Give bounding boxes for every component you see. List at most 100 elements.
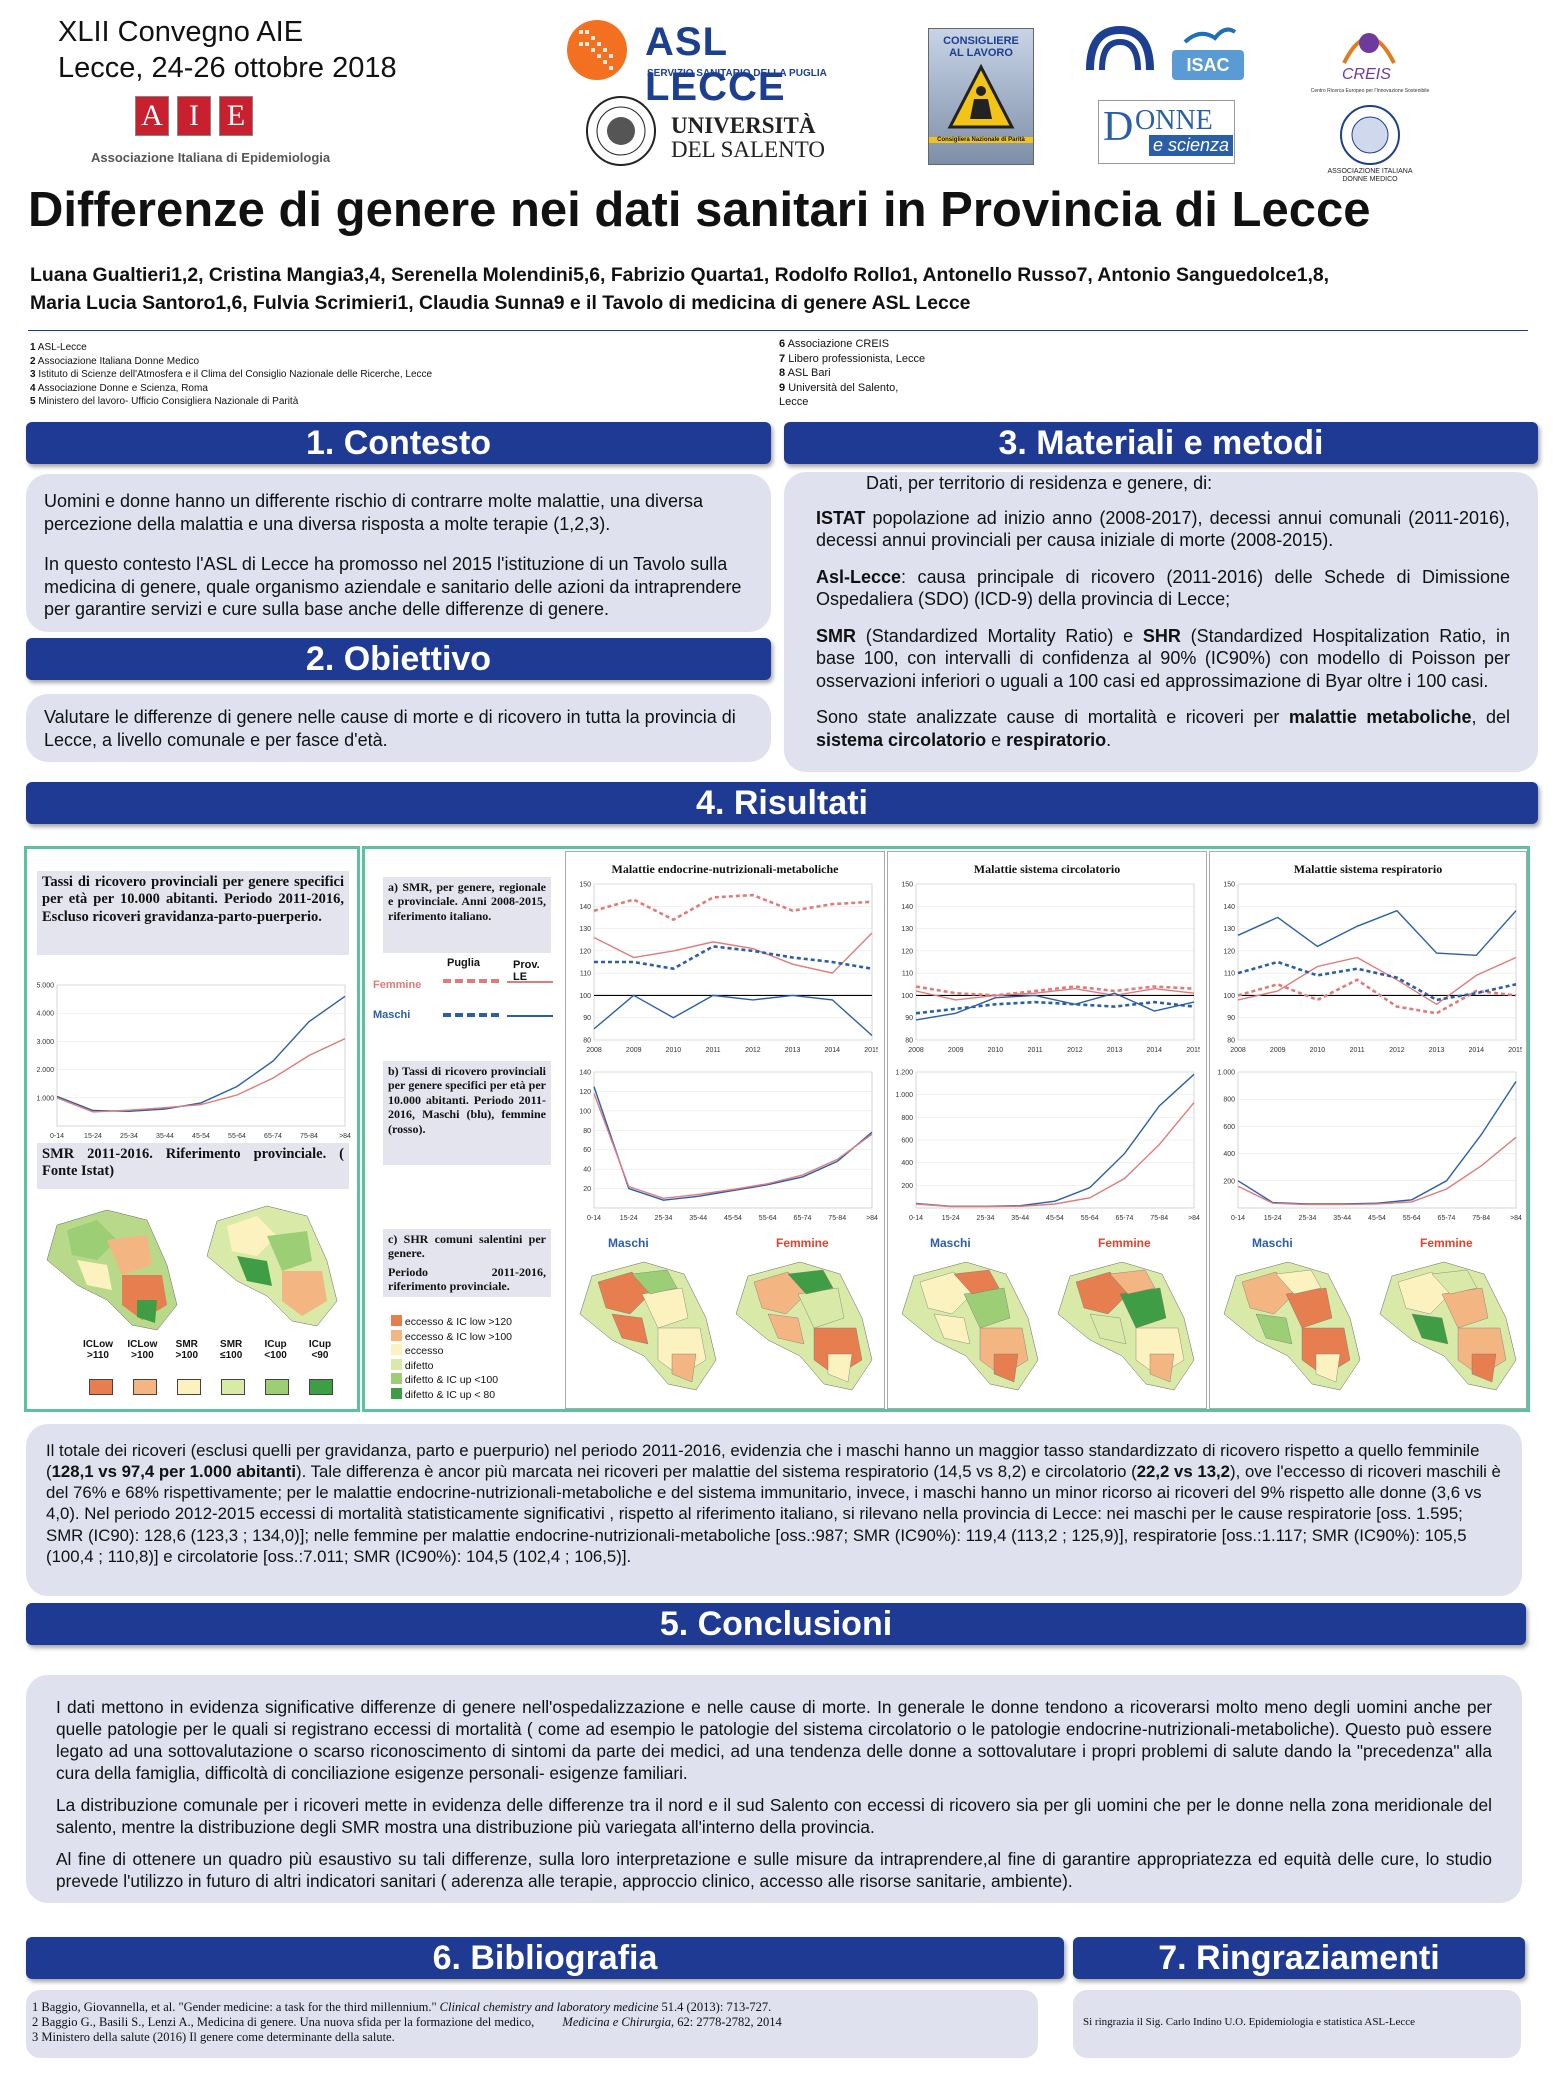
x-tick-label: 25-34 [977,1215,995,1222]
column-circolatorio: Malattie sistema circolatorio 80 90 100 110… [887,851,1207,1409]
authors-line2: Maria Lucia Santoro1,6, Fulvia Scrimieri… [30,292,971,314]
x-tick-label: 2012 [745,1047,761,1054]
asl-name: ASL LECCE [645,20,786,109]
affiliations-right: 6 Associazione CREIS 7 Libero profession… [779,337,925,410]
affiliation: 5 Ministero del lavoro- Ufficio Consigli… [30,396,299,407]
materiali-istat: ISTAT popolazione ad inizio anno (2008-2… [816,507,1510,551]
conclusioni-p3: Al fine di ottenere un quadro più esaust… [56,1848,1492,1891]
materiali-cause: Sono state analizzate cause di mortalità… [816,707,1510,750]
aie-letter-i: I [177,96,211,136]
x-tick-label: 35-44 [1011,1215,1029,1222]
municipality-area [953,1269,1000,1295]
series-line-2 [1237,960,1517,1002]
warning-sign-icon [947,63,1015,129]
series-line-3 [1237,909,1517,957]
section-contesto-header: 1. Contesto [26,422,771,464]
municipality-area [767,1313,805,1345]
municipality-area [1471,1353,1497,1383]
ringraziamenti-panel: Si ringrazia il Sig. Carlo Indino U.O. E… [1073,1990,1521,2058]
legend-label: SMR >100 [175,1339,199,1361]
caption-c1: c) SHR comuni salentini per genere. [388,1232,546,1261]
x-tick-label: 0-14 [587,1215,601,1222]
risultati-right-frame: a) SMR, per genere, regionale e provinci… [362,846,1530,1412]
x-tick-label: 2010 [1310,1047,1326,1054]
y-tick-label: 400 [901,1160,913,1167]
legend-line [507,981,553,983]
x-tick-label: 2011 [1028,1047,1043,1054]
shr-legend-item: difetto & IC up < 80 [391,1387,512,1403]
municipality-area [1089,1313,1127,1345]
shr-legend-item: difetto [391,1358,512,1374]
x-tick-label: 55-64 [228,1133,246,1140]
asl-sub: SERVIZIO SANITARIO DELLA PUGLIA [647,68,827,79]
municipality-area [753,1271,807,1315]
map-label-femmine: Femmine [1420,1236,1473,1250]
municipality-area [1431,1269,1478,1295]
y-tick-label: 4.000 [36,1011,54,1018]
authors-line1: Luana Gualtieri1,2, Cristina Mangia3,4, … [30,264,1330,286]
x-tick-label: >84 [339,1133,351,1140]
section-ringraziamenti-header: 7. Ringraziamenti [1073,1937,1525,1979]
obiettivo-panel: Valutare le differenze di genere nelle c… [26,694,771,762]
municipality-area [787,1269,834,1295]
consigliere-line1: CONSIGLIERE [943,35,1019,47]
caption-a: a) SMR, per genere, regionale e provinci… [383,877,551,953]
aie-logo: A I E Associazione Italiana di Epidemiol… [91,96,330,176]
aie-name: Associazione Italiana di Epidemiologia [91,150,331,165]
y-tick-label: 1.000 [1217,1070,1235,1077]
affiliations-left: 1 ASL-Lecce 2 Associazione Italiana Donn… [30,341,432,409]
chart-title-respiratorio: Malattie sistema respiratorio [1293,862,1443,876]
materiali-asl: Asl-Lecce: causa principale di ricovero … [816,566,1510,610]
creis-logo: CREIS Centro Ricerca Europeo per l'Innov… [1300,18,1440,102]
smr-chart-circolatorio: 80 90 100 110 120 130 140 150 2008 2009 2010 2011 20… [901,882,1200,1055]
shr-legend-item: difetto & IC up <100 [391,1373,512,1388]
legend-line [507,1015,553,1017]
y-tick-label: 200 [901,1183,913,1190]
creis-mark-icon [1342,33,1396,64]
y-tick-label: 60 [583,1147,591,1154]
shr-legend-item: eccesso [391,1344,512,1359]
section-obiettivo-header: 2. Obiettivo [26,638,771,680]
municipality-area [1255,1313,1293,1345]
conclusioni-p2: La distribuzione comunale per i ricoveri… [56,1794,1492,1837]
municipality-area [1397,1271,1451,1315]
affiliation: 6 Associazione CREIS [779,338,890,350]
shr-map-maschi [579,1261,717,1391]
y-tick-label: 150 [579,882,591,889]
x-tick-label: 2012 [1067,1047,1083,1054]
aie-letter-e: E [219,96,253,136]
x-tick-label: 2015 [1508,1047,1522,1054]
map-label-femmine: Femmine [776,1236,829,1250]
y-tick-label: 1.000 [36,1095,54,1102]
x-tick-label: 25-34 [1299,1215,1317,1222]
x-tick-label: 2011 [1350,1047,1365,1054]
x-tick-label: 2008 [1230,1047,1246,1054]
x-tick-label: 15-24 [84,1133,102,1140]
x-tick-label: 2011 [706,1047,721,1054]
creis-text: CREIS [1342,66,1391,83]
x-tick-label: >84 [866,1215,878,1222]
y-tick-label: 140 [579,904,591,911]
y-tick-label: 100 [1223,993,1235,1000]
x-tick-label: 45-54 [1368,1215,1386,1222]
isac-badge: ISAC [1172,50,1244,80]
series-line-2 [594,945,873,971]
x-tick-label: 2008 [586,1047,602,1054]
ringraziamenti-text: Si ringrazia il Sig. Carlo Indino U.O. E… [1083,2016,1416,2028]
affiliation: 2 Associazione Italiana Donne Medico [30,355,200,367]
x-tick-label: 65-74 [264,1133,282,1140]
x-tick-label: 45-54 [1046,1215,1064,1222]
municipality-area [919,1271,973,1315]
aidm-logo: ASSOCIAZIONE ITALIANA DONNE MEDICO [1305,104,1435,184]
legend-prov: Prov. LE [513,959,540,983]
y-tick-label: 100 [579,993,591,1000]
smr-legend-swatches [89,1379,333,1395]
swimmer-icon [1183,27,1237,44]
y-tick-label: 120 [579,1089,591,1096]
smr-caption: SMR 2011-2016. Riferimento provinciale. … [37,1143,349,1189]
series-line-1 [56,1037,346,1113]
consigliere-line2: AL LAVORO [949,47,1013,59]
materiali-intro: Dati, per territorio di residenza e gene… [866,473,1213,493]
affiliation: 9 Università del Salento, [779,381,899,394]
x-tick-label: 65-74 [1438,1215,1456,1222]
